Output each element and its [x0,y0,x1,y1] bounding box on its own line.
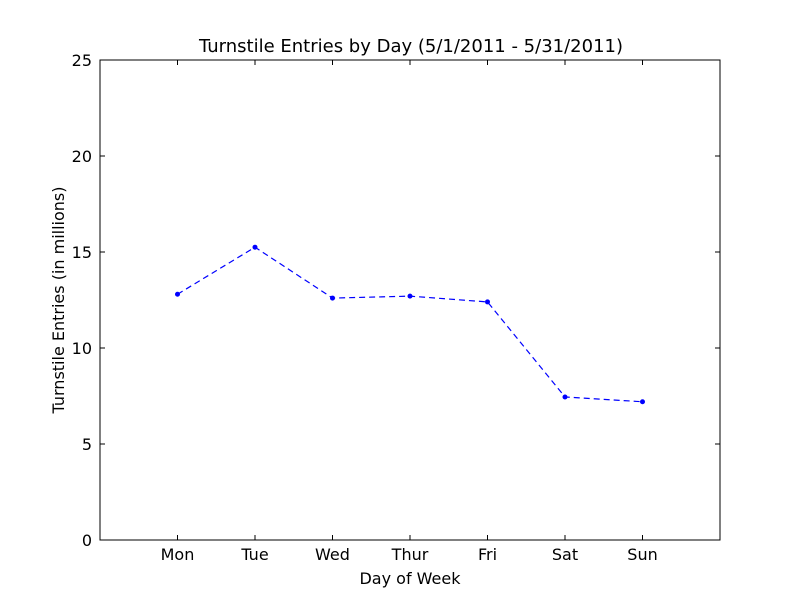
y-axis-label: Turnstile Entries (in millions) [49,187,68,415]
y-tick-label: 10 [72,339,92,358]
x-tick-label: Tue [240,545,268,564]
y-axis: 0 5 10 15 20 25 [72,51,720,550]
data-point [175,291,180,297]
x-tick-label: Mon [161,545,195,564]
y-tick-label: 15 [72,243,92,262]
data-point [640,399,645,405]
plot-frame [99,59,721,541]
y-tick-label: 20 [72,147,92,166]
x-tick-label: Wed [315,545,350,564]
y-tick-label: 0 [82,531,92,550]
x-axis-label: Day of Week [359,569,461,588]
x-tick-label: Fri [478,545,497,564]
x-axis: Mon Tue Wed Thur Fri Sat Sun [161,60,658,564]
data-point [252,244,258,250]
data-point [407,293,413,299]
x-tick-label: Sun [627,545,657,564]
data-point [485,299,490,305]
chart-title: Turnstile Entries by Day (5/1/2011 - 5/3… [198,36,623,57]
x-tick-label: Thur [391,545,429,564]
data-point [330,295,335,301]
data-point [562,394,568,400]
series-line [177,246,643,403]
x-tick-label: Sat [552,545,578,564]
series-layer [175,244,645,405]
y-tick-label: 5 [82,435,92,454]
y-tick-label: 25 [72,51,92,70]
